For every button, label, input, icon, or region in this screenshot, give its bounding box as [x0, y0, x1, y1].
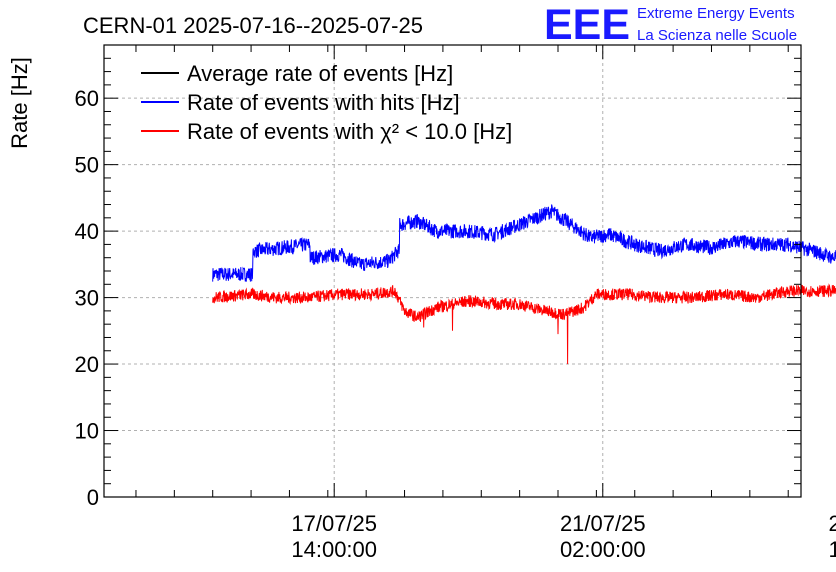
- y-tick-label: 20: [75, 352, 99, 377]
- series-line-2: [212, 283, 836, 365]
- y-tick-label: 0: [87, 485, 99, 510]
- plot-frame: [103, 44, 802, 498]
- eee-logo-line1: Extreme Energy Events: [637, 5, 795, 22]
- axes: 010203040506017/07/2514:00:0021/07/2502:…: [75, 44, 836, 562]
- x-tick-label-date: 21/07/25: [560, 511, 646, 536]
- eee-logo-line2: La Scienza nelle Scuole: [637, 27, 797, 44]
- eee-logo-mark: EEE: [544, 1, 630, 49]
- y-tick-label: 50: [75, 153, 99, 178]
- y-tick-label: 40: [75, 219, 99, 244]
- series-layer: [212, 204, 836, 365]
- legend-label-0: Average rate of events [Hz]: [187, 61, 453, 86]
- x-tick-label-time: 02:00:00: [560, 537, 646, 562]
- series-line-1: [212, 204, 836, 282]
- x-tick-label-time: 14:00:00: [829, 537, 836, 562]
- legend-label-1: Rate of events with hits [Hz]: [187, 90, 460, 115]
- x-tick-label-date: 17/07/25: [291, 511, 377, 536]
- x-tick-label-date: 24/07/25: [829, 511, 836, 536]
- legend: Average rate of events [Hz] Rate of event…: [141, 61, 512, 144]
- y-tick-label: 30: [75, 286, 99, 311]
- y-tick-label: 10: [75, 419, 99, 444]
- y-tick-label: 60: [75, 86, 99, 111]
- legend-label-2: Rate of events with χ² < 10.0 [Hz]: [187, 119, 512, 144]
- eee-logo: EEE Extreme Energy Events La Scienza nel…: [544, 1, 797, 49]
- x-tick-label-time: 14:00:00: [291, 537, 377, 562]
- chart-title: CERN-01 2025-07-16--2025-07-25: [83, 13, 423, 38]
- y-axis-label: Rate [Hz]: [7, 57, 32, 149]
